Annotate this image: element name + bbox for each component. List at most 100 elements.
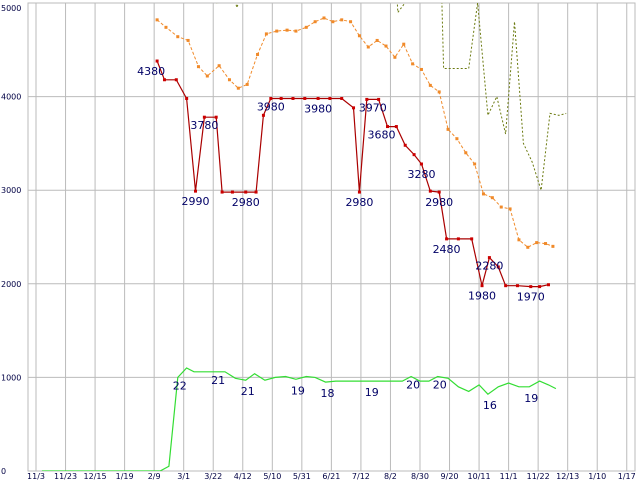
average-price-line-point: [508, 207, 512, 211]
data-label: 21: [241, 385, 255, 398]
average-price-line-point: [428, 83, 432, 87]
average-price-line-point: [294, 29, 298, 33]
data-label: 20: [433, 378, 447, 391]
x-tick-label: 11/22: [527, 472, 550, 480]
price-line-point: [529, 285, 533, 289]
data-label: 19: [291, 384, 305, 397]
price-line-point: [437, 190, 441, 194]
price-line-point: [244, 190, 248, 194]
average-price-line-point: [245, 82, 249, 86]
data-label: 2280: [475, 260, 503, 273]
price-line-point: [185, 96, 189, 100]
price-line-point: [377, 97, 381, 101]
average-price-line-point: [313, 20, 317, 24]
x-tick-label: 11/23: [54, 472, 77, 480]
x-tick-label: 9/20: [441, 472, 459, 480]
average-price-line-point: [285, 28, 289, 32]
average-price-line-point: [217, 64, 221, 68]
data-label: 2980: [232, 196, 260, 209]
average-price-line-point: [186, 38, 190, 42]
x-tick-label: 1/17: [618, 472, 636, 480]
price-line-point: [214, 115, 218, 119]
average-price-line-point: [455, 137, 459, 141]
price-line-point: [291, 96, 295, 100]
price-line-point: [303, 96, 307, 100]
price-line-point: [487, 256, 491, 260]
average-price-line-point: [490, 196, 494, 200]
average-price-line-point: [227, 78, 231, 82]
price-line-point: [394, 125, 398, 129]
price-line-point: [365, 97, 369, 101]
price-line-point: [385, 125, 389, 129]
data-label: 2980: [425, 196, 453, 209]
data-label: 21: [211, 374, 225, 387]
average-price-line-point: [481, 192, 485, 196]
data-label: 1980: [468, 290, 496, 303]
price-line-point: [162, 78, 166, 82]
price-line-point: [496, 265, 500, 269]
average-price-line-point: [473, 162, 477, 166]
average-price-line-point: [464, 151, 468, 155]
average-price-line-point: [164, 25, 168, 29]
price-line-point: [261, 113, 265, 117]
x-tick-label: 7/12: [352, 472, 370, 480]
x-tick-label: 10/11: [468, 472, 491, 480]
data-label: 20: [406, 378, 420, 391]
price-line-point: [254, 190, 258, 194]
price-line-point: [340, 96, 344, 100]
average-price-line-point: [526, 245, 530, 249]
price-line-point: [279, 96, 283, 100]
price-line-point: [230, 190, 234, 194]
x-tick-label: 3/22: [204, 472, 222, 480]
average-price-line-point: [499, 205, 503, 209]
x-axis-ticks: 11/3 11/23 12/15 1/19 2/9 3/1 3/22 4/12 5/10 5/31…: [27, 472, 636, 480]
average-price-line-point: [384, 44, 388, 48]
x-tick-label: 8/30: [411, 472, 429, 480]
grid: [28, 2, 635, 472]
x-tick-label: 1/19: [116, 472, 134, 480]
average-price-line-point: [205, 74, 209, 78]
y-tick-label: 1000: [1, 373, 21, 382]
x-tick-label: 12/15: [84, 472, 107, 480]
price-line-point: [480, 284, 484, 288]
price-line-point: [352, 106, 356, 110]
data-label: 16: [483, 399, 497, 412]
average-price-line-point: [256, 52, 260, 56]
average-price-line-point: [551, 244, 555, 248]
average-price-line-point: [375, 38, 379, 42]
average-price-line-point: [357, 34, 361, 38]
y-tick-label: 5000: [1, 4, 21, 13]
data-label: 2980: [345, 196, 373, 209]
data-label: 19: [365, 386, 379, 399]
data-label: 1970: [517, 291, 545, 304]
price-line-point: [174, 78, 178, 82]
price-line-point: [546, 283, 550, 287]
price-line-point: [445, 237, 449, 241]
average-price-line-point: [411, 62, 415, 66]
average-price-line-point: [275, 29, 279, 33]
data-label: 3680: [367, 129, 395, 142]
average-price-line-point: [340, 18, 344, 22]
x-tick-label: 1/10: [588, 472, 606, 480]
average-price-line-point: [366, 45, 370, 49]
y-tick-label: 0: [1, 467, 6, 476]
data-label: 18: [320, 387, 334, 400]
price-line-point: [328, 96, 332, 100]
average-price-line-point: [155, 18, 159, 22]
price-line-point: [403, 143, 407, 147]
data-label: 4380: [137, 65, 165, 78]
data-labels: 22 21 21 19 18 19 20 20 16 19 4380 2990 3780 2980 3980…: [137, 65, 545, 412]
data-label: 2480: [433, 243, 461, 256]
price-line-point: [538, 285, 542, 289]
x-tick-label: 5/31: [293, 472, 311, 480]
x-tick-label: 11/1: [500, 472, 518, 480]
average-price-line-point: [176, 35, 180, 39]
price-line-point: [194, 189, 198, 193]
x-tick-label: 12/13: [556, 472, 579, 480]
data-label: 3780: [190, 119, 218, 132]
price-line-point: [456, 237, 460, 241]
average-price-line-point: [437, 90, 441, 94]
price-line-point: [428, 189, 432, 193]
price-line-point: [155, 59, 159, 63]
